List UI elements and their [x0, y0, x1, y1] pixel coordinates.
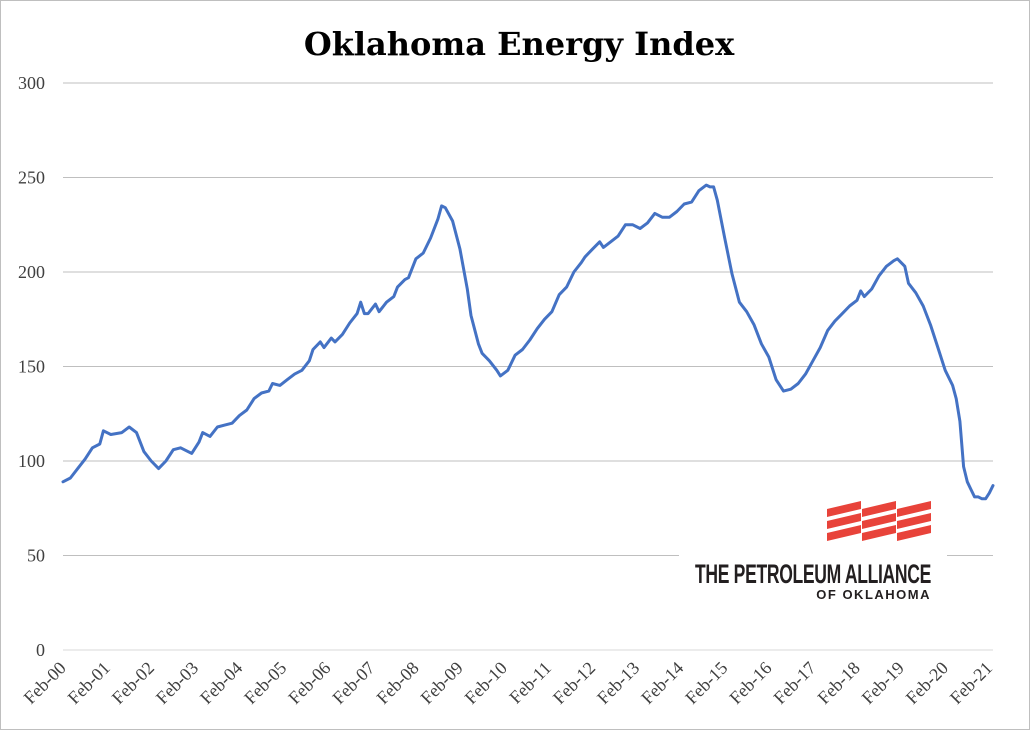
chart-title: Oklahoma Energy Index — [304, 25, 735, 63]
series-line-0 — [61, 183, 995, 501]
logo-stripe — [862, 525, 896, 541]
x-tick-label: Feb-13 — [593, 658, 643, 708]
x-tick-label: Feb-08 — [373, 658, 423, 708]
logo-stripe — [862, 501, 896, 517]
x-tick-label: Feb-14 — [637, 658, 687, 708]
y-tick-label: 250 — [18, 168, 45, 188]
y-axis-tick-labels: 0 50 100 150 200 250 300 — [18, 73, 45, 660]
x-tick-label: Feb-19 — [858, 658, 908, 708]
x-tick-label: Feb-03 — [152, 658, 202, 708]
x-tick-label: Feb-09 — [417, 658, 467, 708]
logo-stripe — [897, 525, 931, 541]
y-tick-label: 300 — [18, 73, 45, 93]
logo-sub-text: OF OKLAHOMA — [816, 587, 931, 602]
x-tick-label: Feb-18 — [814, 658, 864, 708]
logo-stripe — [827, 501, 861, 517]
x-tick-label: Feb-04 — [196, 658, 246, 708]
y-tick-label: 150 — [18, 357, 45, 377]
x-tick-label: Feb-07 — [328, 658, 378, 708]
x-tick-label: Feb-17 — [770, 658, 820, 708]
logo-stripe — [827, 525, 861, 541]
x-tick-label: Feb-05 — [240, 658, 290, 708]
x-tick-label: Feb-02 — [108, 658, 158, 708]
logo-stripe — [862, 513, 896, 529]
series-layer — [61, 183, 995, 501]
x-tick-label: Feb-10 — [461, 658, 511, 708]
x-tick-label: Feb-00 — [20, 658, 70, 708]
x-tick-label: Feb-11 — [505, 658, 555, 708]
logo-stripe — [827, 513, 861, 529]
y-tick-label: 50 — [27, 546, 45, 566]
x-tick-label: Feb-06 — [284, 658, 334, 708]
x-tick-label: Feb-20 — [902, 658, 952, 708]
x-tick-label: Feb-01 — [64, 658, 114, 708]
logo-flag-mark — [827, 501, 931, 541]
x-tick-label: Feb-16 — [725, 658, 775, 708]
x-axis-tick-labels: Feb-00Feb-01Feb-02Feb-03Feb-04Feb-05Feb-… — [20, 658, 997, 708]
x-tick-label: Feb-12 — [549, 658, 599, 708]
gridlines — [63, 82, 993, 651]
logo-main-text: THE PETROLEUM ALLIANCE — [695, 559, 931, 589]
x-tick-label: Feb-21 — [946, 658, 996, 708]
logo-stripe — [897, 501, 931, 517]
petroleum-alliance-logo: THE PETROLEUM ALLIANCE OF OKLAHOMA — [679, 491, 947, 611]
y-tick-label: 100 — [18, 451, 45, 471]
logo-stripe — [897, 513, 931, 529]
x-tick-label: Feb-15 — [681, 658, 731, 708]
y-tick-label: 0 — [36, 640, 45, 660]
y-tick-label: 200 — [18, 262, 45, 282]
